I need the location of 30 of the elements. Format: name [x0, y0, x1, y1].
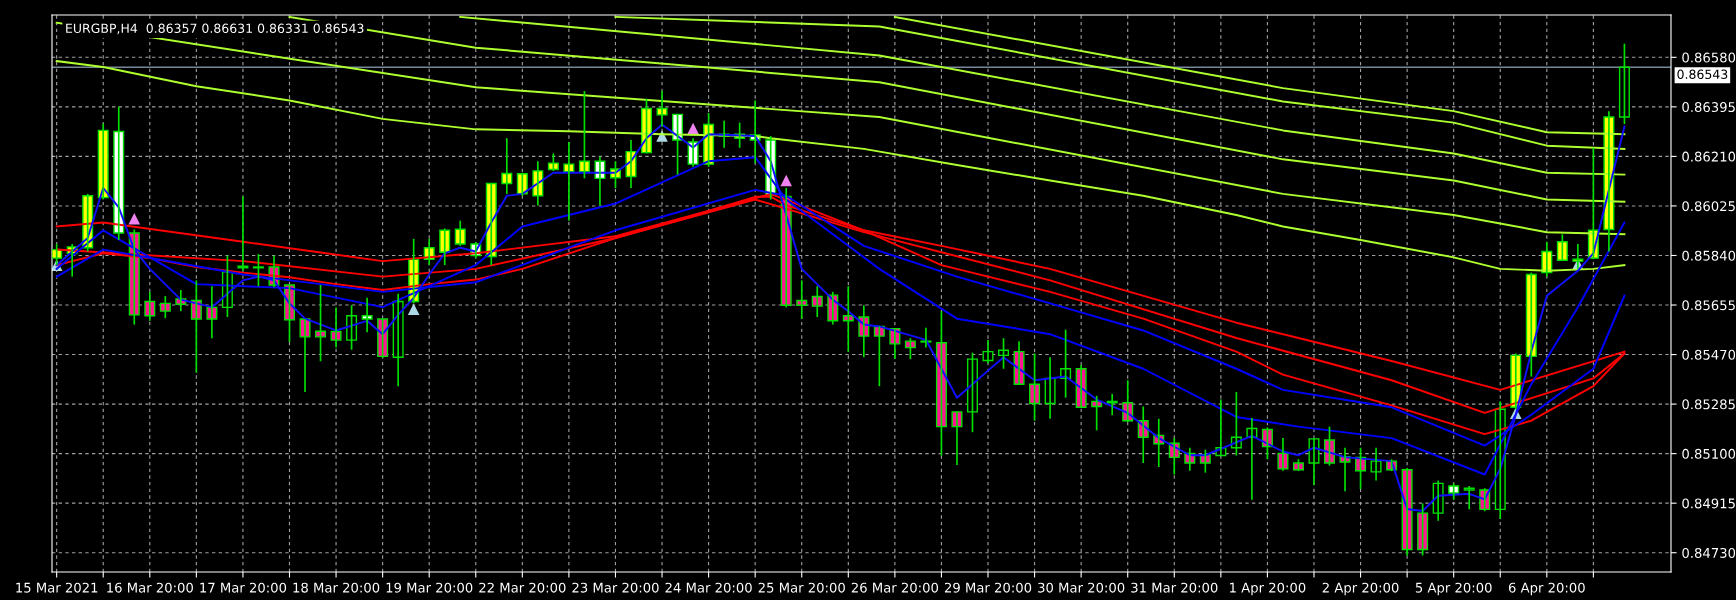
- x-tick-label: 19 Mar 20:00: [386, 582, 473, 593]
- x-tick-label: 18 Mar 20:00: [293, 582, 380, 593]
- x-tick-label: 2 Apr 20:00: [1322, 582, 1399, 596]
- y-tick-label: 0.86580: [1682, 52, 1736, 63]
- y-tick-label: 0.85840: [1682, 250, 1736, 261]
- y-tick-label: 0.86025: [1682, 201, 1735, 212]
- x-tick-label: 5 Apr 20:00: [1415, 582, 1492, 596]
- y-tick-label: 0.86395: [1682, 102, 1735, 113]
- x-tick-label: 30 Mar 20:00: [1038, 582, 1125, 593]
- x-tick-label: 25 Mar 20:00: [758, 582, 845, 593]
- y-tick-label: 0.85655: [1682, 300, 1735, 311]
- x-tick-label: 22 Mar 20:00: [479, 582, 566, 593]
- x-tick-label: 24 Mar 20:00: [665, 582, 752, 593]
- x-tick-label: 31 Mar 20:00: [1131, 582, 1218, 593]
- x-tick-label: 17 Mar 20:00: [200, 582, 287, 593]
- y-tick-label: 0.84730: [1682, 547, 1736, 558]
- x-tick-label: 16 Mar 20:00: [107, 582, 193, 593]
- x-tick-label: 29 Mar 20:00: [944, 582, 1032, 593]
- x-tick-label: 23 Mar 20:00: [572, 582, 659, 593]
- ref-line-label: 0.86543: [1677, 69, 1728, 79]
- x-tick-label: 26 Mar 20:00: [851, 582, 939, 593]
- text: EURGBP,H4 0.86357 0.86631 0.86331 0.86543: [66, 23, 364, 35]
- y-tick-label: 0.84915: [1682, 498, 1735, 509]
- y-tick-label: 0.85285: [1682, 399, 1735, 410]
- y-tick-label: 0.85470: [1682, 349, 1736, 360]
- x-tick-label: 6 Apr 20:00: [1508, 582, 1585, 596]
- y-tick-label: 0.85100: [1682, 448, 1736, 459]
- x-tick-label: 1 Apr 20:00: [1230, 582, 1306, 596]
- y-tick-label: 0.86210: [1682, 151, 1736, 162]
- x-tick-label: 15 Mar 2021: [16, 582, 98, 593]
